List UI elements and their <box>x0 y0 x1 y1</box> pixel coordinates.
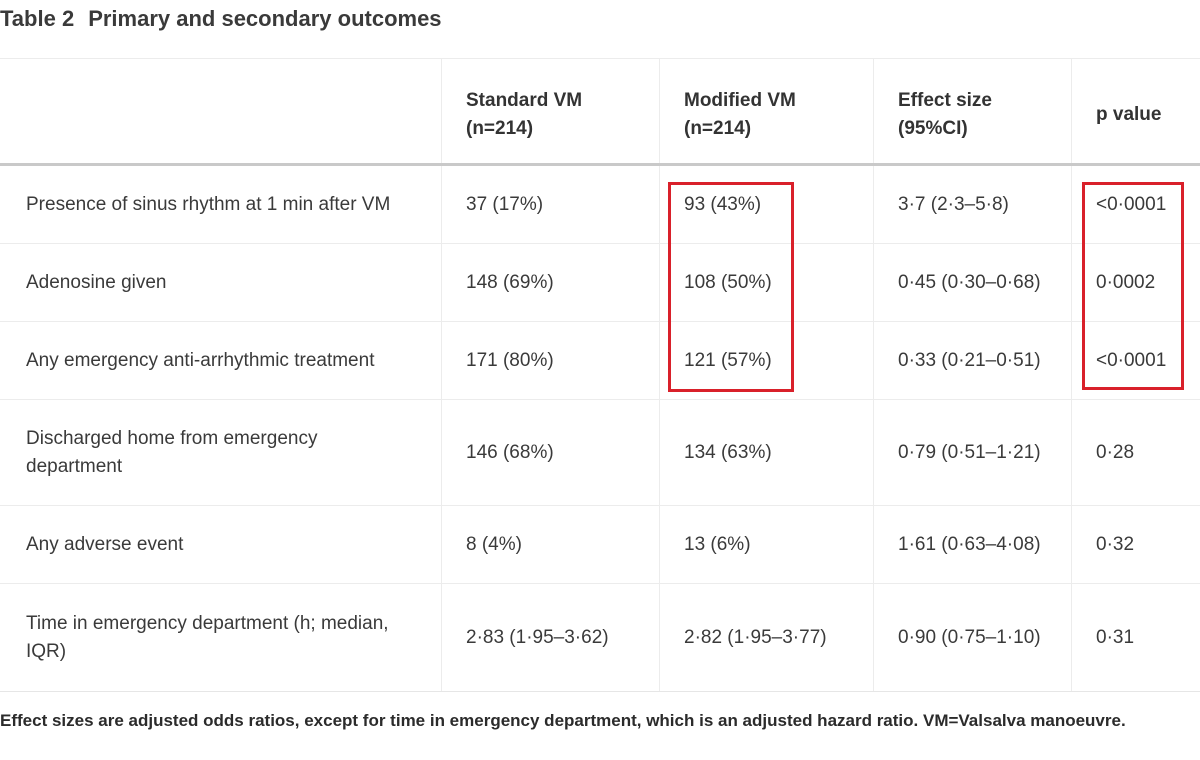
effect-size-value: 3·7 (2·3–5·8) <box>898 193 1009 215</box>
modified-vm-value: 121 (57%) <box>684 349 772 371</box>
table-footnote: Effect sizes are adjusted odds ratios, e… <box>0 711 1126 730</box>
header-standard-vm: Standard VM (n=214) <box>466 90 583 139</box>
table-title: Table 2 Primary and secondary outcomes <box>0 4 442 34</box>
standard-vm-value: 146 (68%) <box>466 441 554 463</box>
row-label: Any adverse event <box>26 533 184 555</box>
modified-vm-value: 2·82 (1·95–3·77) <box>684 626 827 648</box>
effect-size-value: 0·45 (0·30–0·68) <box>898 271 1041 293</box>
column-divider <box>1071 59 1072 691</box>
standard-vm-value: 171 (80%) <box>466 349 554 371</box>
column-divider <box>659 59 660 691</box>
standard-vm-value: 37 (17%) <box>466 193 544 215</box>
column-divider <box>441 59 442 691</box>
p-value: <0·0001 <box>1096 349 1167 371</box>
modified-vm-value: 134 (63%) <box>684 441 772 463</box>
effect-size-value: 0·33 (0·21–0·51) <box>898 349 1041 371</box>
table-caption: Primary and secondary outcomes <box>88 6 442 31</box>
effect-size-value: 1·61 (0·63–4·08) <box>898 533 1041 555</box>
row-divider <box>0 243 1200 244</box>
header-p-value: p value <box>1096 104 1162 125</box>
p-value: 0·28 <box>1096 441 1135 463</box>
modified-vm-value: 108 (50%) <box>684 271 772 293</box>
effect-size-value: 0·90 (0·75–1·10) <box>898 626 1041 648</box>
modified-vm-value: 13 (6%) <box>684 533 751 555</box>
p-value: <0·0001 <box>1096 193 1167 215</box>
row-divider <box>0 583 1200 584</box>
p-value: 0·0002 <box>1096 271 1156 293</box>
modified-vm-value: 93 (43%) <box>684 193 762 215</box>
column-divider <box>873 59 874 691</box>
standard-vm-value: 8 (4%) <box>466 533 522 555</box>
row-divider <box>0 399 1200 400</box>
header-divider <box>0 163 1200 166</box>
p-value: 0·31 <box>1096 626 1135 648</box>
p-value: 0·32 <box>1096 533 1135 555</box>
row-label: Any emergency anti-arrhythmic treatment <box>26 349 375 371</box>
outcomes-table: Standard VM (n=214) Modified VM (n=214) … <box>0 58 1200 692</box>
standard-vm-value: 148 (69%) <box>466 271 554 293</box>
standard-vm-value: 2·83 (1·95–3·62) <box>466 626 609 648</box>
row-label: Time in emergency department (h; median,… <box>26 612 389 662</box>
row-label: Presence of sinus rhythm at 1 min after … <box>26 193 391 215</box>
header-effect-size: Effect size (95%CI) <box>898 90 992 139</box>
header-modified-vm: Modified VM (n=214) <box>684 90 796 139</box>
effect-size-value: 0·79 (0·51–1·21) <box>898 441 1041 463</box>
row-divider <box>0 505 1200 506</box>
row-label: Adenosine given <box>26 271 167 293</box>
row-divider <box>0 321 1200 322</box>
table-label: Table 2 <box>0 6 75 31</box>
row-label: Discharged home from emergency departmen… <box>26 427 318 477</box>
